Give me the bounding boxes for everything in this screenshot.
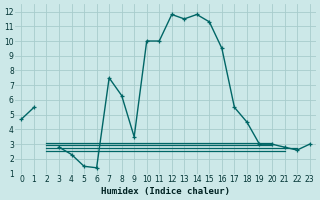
X-axis label: Humidex (Indice chaleur): Humidex (Indice chaleur) <box>101 187 230 196</box>
